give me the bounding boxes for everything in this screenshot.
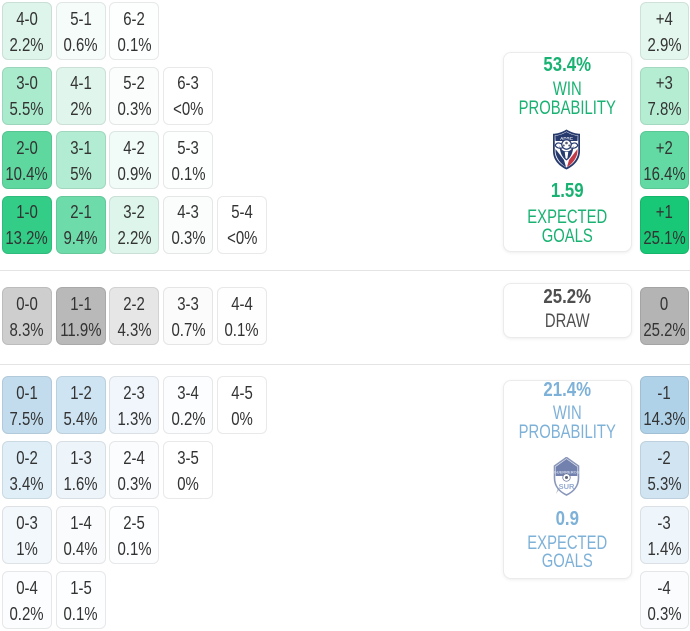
svg-text:GUERREROS: GUERREROS bbox=[554, 470, 580, 475]
svg-text:ADSC: ADSC bbox=[560, 136, 574, 141]
svg-text:SUR: SUR bbox=[559, 482, 575, 491]
